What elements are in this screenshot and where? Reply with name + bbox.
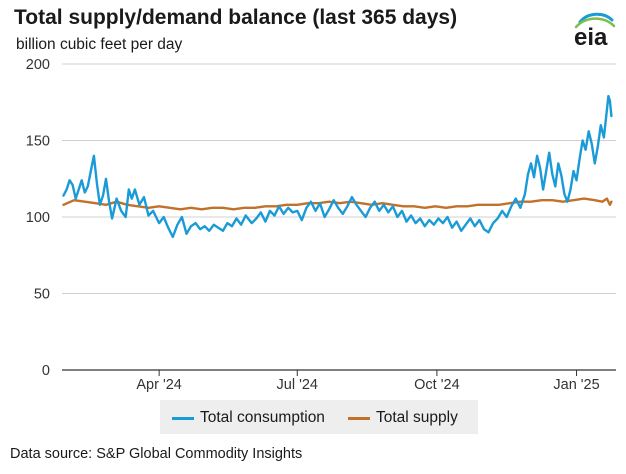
series-lines [62, 94, 613, 239]
axes: 0 50 100 150 200 Apr '24 Jul '24 Oct '24 Jan '25 [26, 57, 616, 393]
y-tick-label: 50 [34, 287, 50, 303]
legend-swatch-supply [348, 416, 370, 420]
legend-item-consumption: Total consumption [172, 409, 325, 427]
x-tick-label: Apr '24 [136, 377, 182, 393]
legend-label-supply: Total supply [376, 409, 458, 426]
legend-label-consumption: Total consumption [200, 409, 325, 426]
series-line-total-consumption [62, 94, 613, 239]
legend-item-supply: Total supply [348, 409, 458, 427]
chart-subtitle: billion cubic feet per day [16, 36, 183, 53]
gridlines [62, 63, 616, 294]
y-tick-label: 100 [26, 210, 50, 226]
y-tick-label: 0 [42, 363, 50, 379]
y-tick-label: 200 [26, 57, 50, 73]
x-tick-label: Oct '24 [414, 377, 459, 393]
chart-title: Total supply/demand balance (last 365 da… [14, 6, 458, 29]
legend-swatch-consumption [172, 416, 194, 420]
x-tick-label: Jan '25 [553, 377, 599, 393]
data-source-note: Data source: S&P Global Commodity Insigh… [10, 446, 303, 462]
x-tick-label: Jul '24 [277, 377, 318, 393]
y-tick-label: 150 [26, 134, 50, 150]
eia-logo: eia [574, 12, 616, 48]
logo-text: eia [574, 24, 608, 48]
legend: Total consumption Total supply [160, 400, 478, 434]
